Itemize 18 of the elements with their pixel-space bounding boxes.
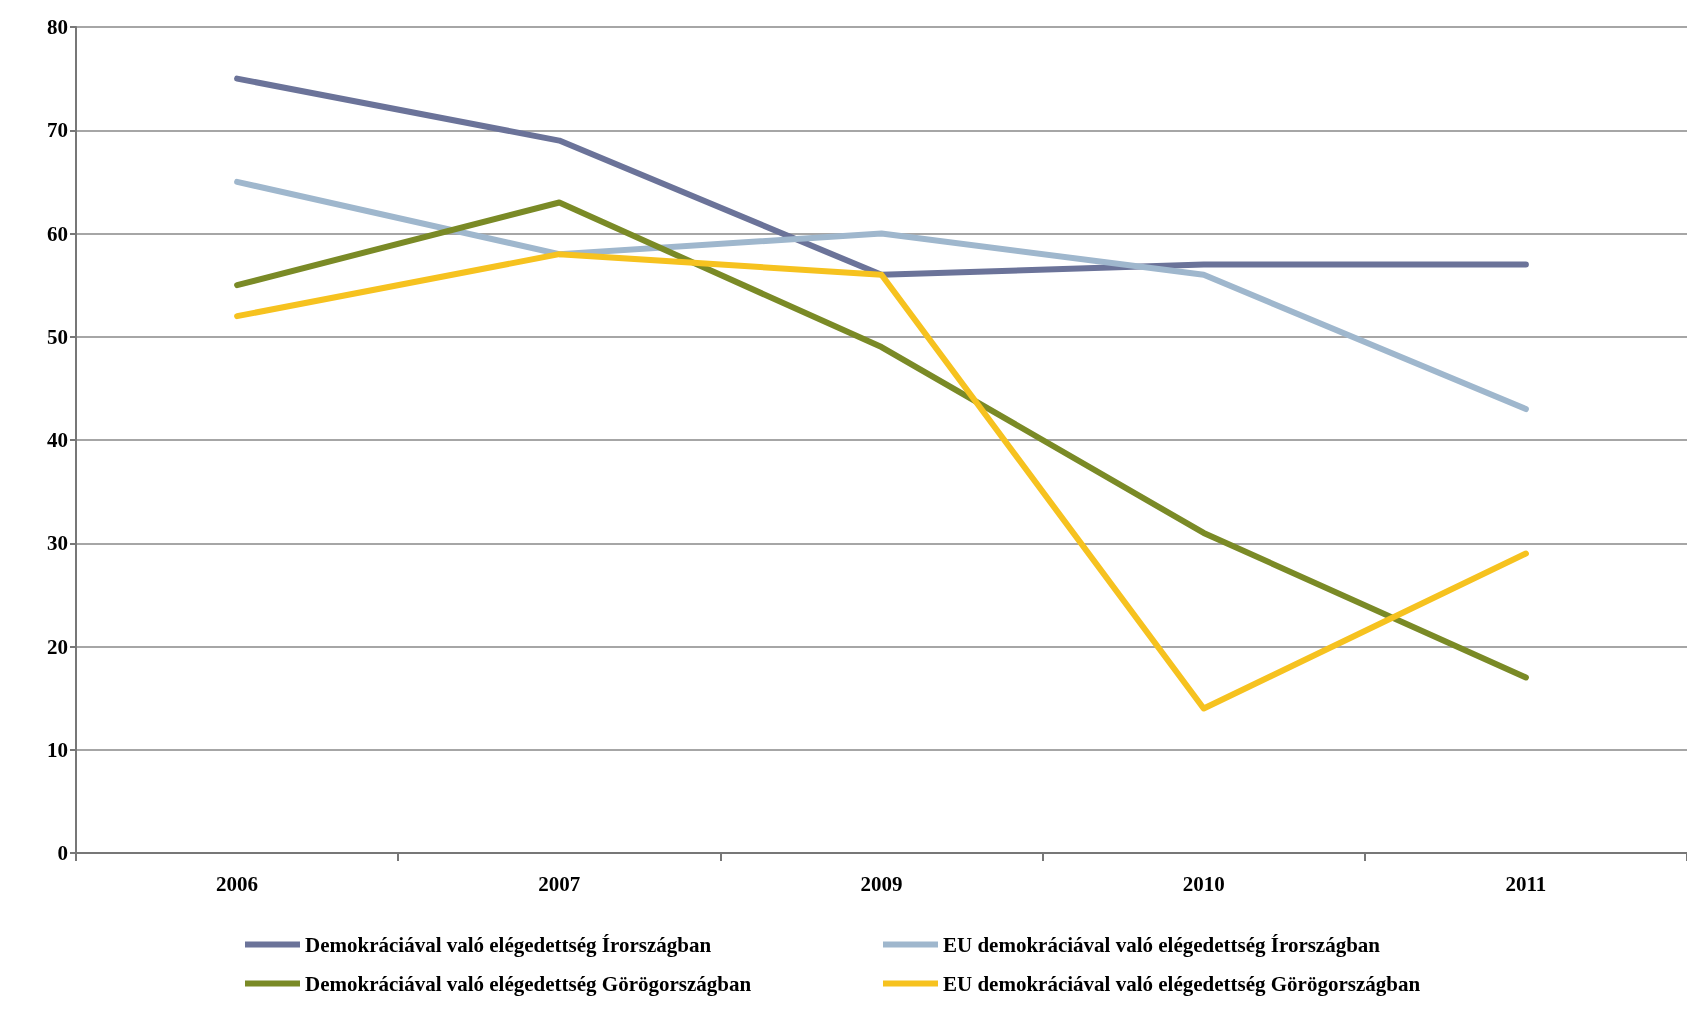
- legend-label: Demokráciával való elégedettség Görögországban: [305, 971, 752, 996]
- y-tick-label: 60: [47, 221, 68, 246]
- x-tick-label: 2011: [1505, 871, 1547, 896]
- x-tick-label: 2006: [216, 871, 259, 896]
- y-tick-label: 30: [47, 531, 68, 556]
- legend-label: Demokráciával való elégedettség Írországban: [305, 932, 712, 957]
- legend-label: EU demokráciával való elégedettség Írországban: [943, 932, 1381, 957]
- y-tick-label: 40: [47, 428, 68, 452]
- y-tick-label: 0: [57, 841, 68, 865]
- x-tick-label: 2010: [1182, 871, 1225, 896]
- y-tick-label: 20: [47, 634, 68, 659]
- legend-label: EU demokráciával való elégedettség Görögországban: [943, 971, 1421, 996]
- y-tick-label: 70: [47, 118, 68, 143]
- x-tick-label: 2009: [860, 871, 903, 896]
- y-tick-label: 50: [47, 324, 68, 349]
- y-tick-label: 10: [47, 737, 68, 762]
- x-tick-label: 2007: [538, 871, 581, 896]
- y-tick-label: 80: [47, 15, 68, 39]
